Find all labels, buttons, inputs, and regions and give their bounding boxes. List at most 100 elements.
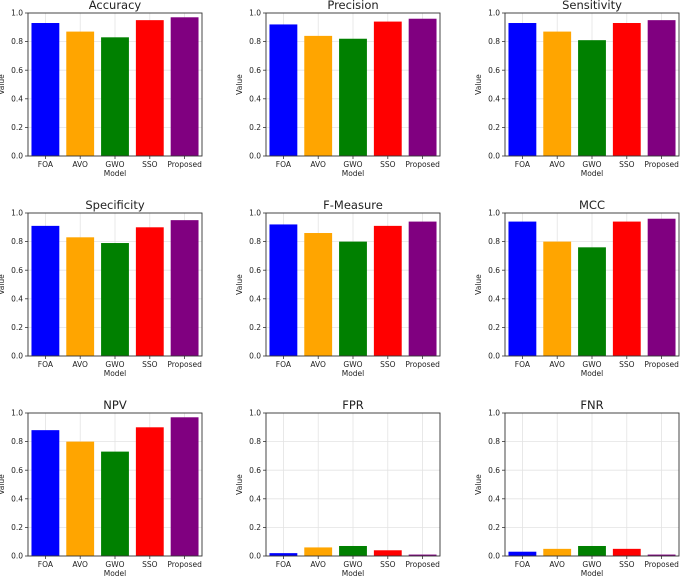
y-axis-label: Value	[0, 274, 6, 295]
x-tick-label-avo: AVO	[310, 160, 326, 169]
x-tick-label-gwo: GWO	[343, 160, 362, 169]
x-tick-label-foa: FOA	[515, 560, 531, 569]
x-tick-label-gwo: GWO	[105, 360, 124, 369]
bar-proposed	[408, 18, 437, 156]
x-tick-label-proposed: Proposed	[405, 160, 440, 169]
bar-foa	[508, 551, 537, 556]
y-tick-label: 0.2	[488, 323, 500, 332]
y-tick-label: 0.8	[488, 237, 500, 246]
y-tick-label: 0.4	[249, 94, 261, 103]
chart-fpr: FPR 0.0 0.2 0.4 0.6 0.8 1.0 FOA AVO GWO SSO Propose…	[235, 398, 441, 576]
bar-gwo	[101, 243, 129, 356]
x-tick-label-sso: SSO	[142, 360, 158, 369]
x-tick-label-avo: AVO	[72, 560, 88, 569]
x-tick-label-foa: FOA	[515, 160, 531, 169]
plot-frame	[265, 212, 441, 357]
x-tick-label-gwo: GWO	[582, 360, 601, 369]
y-tick-label: 1.0	[11, 9, 23, 18]
y-tick-label: 0.2	[249, 123, 261, 132]
bar-proposed	[647, 218, 676, 356]
x-tick-label-sso: SSO	[380, 160, 396, 169]
bar-avo	[66, 441, 95, 556]
y-tick-label: 0.8	[488, 37, 500, 46]
bar-avo	[543, 241, 572, 356]
chart-title-precision: Precision	[327, 0, 378, 12]
bar-gwo	[578, 247, 606, 356]
x-axis-label: Model	[581, 369, 604, 378]
x-tick-label-foa: FOA	[276, 560, 292, 569]
bar-gwo	[578, 40, 606, 156]
x-tick-label-sso: SSO	[619, 160, 635, 169]
bar-foa	[31, 430, 60, 556]
bar-sso	[135, 20, 164, 157]
y-tick-label: 1.0	[488, 9, 500, 18]
y-tick-label: 1.0	[488, 209, 500, 218]
bar-foa	[31, 225, 60, 356]
x-tick-label-sso: SSO	[142, 560, 158, 569]
chart-title-npv: NPV	[103, 398, 127, 412]
y-tick-label: 0.8	[488, 437, 500, 446]
x-tick-label-proposed: Proposed	[405, 360, 440, 369]
y-tick-label: 0.4	[488, 94, 500, 103]
bar-sso	[612, 23, 641, 157]
x-tick-label-foa: FOA	[276, 160, 292, 169]
chart-title-sensitivity: Sensitivity	[562, 0, 622, 12]
y-tick-label: 0.0	[11, 152, 23, 161]
bar-proposed	[647, 554, 676, 556]
chart-title-fnr: FNR	[580, 398, 603, 412]
plot-frame	[504, 12, 680, 157]
y-axis-label: Value	[235, 474, 244, 495]
y-tick-label: 0.2	[11, 323, 23, 332]
bar-gwo	[578, 545, 606, 556]
bar-proposed	[647, 20, 676, 157]
x-tick-label-proposed: Proposed	[644, 160, 679, 169]
y-tick-label: 1.0	[488, 409, 500, 418]
x-tick-label-foa: FOA	[276, 360, 292, 369]
y-tick-label: 0.6	[11, 266, 23, 275]
x-axis-label: Model	[342, 569, 365, 576]
x-tick-label-sso: SSO	[619, 360, 635, 369]
x-tick-label-gwo: GWO	[343, 560, 362, 569]
y-tick-label: 0.4	[488, 294, 500, 303]
x-tick-label-proposed: Proposed	[167, 360, 202, 369]
chart-fnr: FNR 0.0 0.2 0.4 0.6 0.8 1.0 FOA AVO GWO SSO Propose…	[474, 398, 680, 576]
plot-frame	[504, 212, 680, 357]
plot-frame	[265, 412, 441, 557]
bar-proposed	[408, 221, 437, 356]
x-tick-label-avo: AVO	[310, 360, 326, 369]
x-tick-label-avo: AVO	[549, 360, 565, 369]
y-tick-label: 0.6	[249, 466, 261, 475]
y-tick-label: 1.0	[249, 209, 261, 218]
y-tick-label: 0.6	[249, 266, 261, 275]
bar-sso	[373, 550, 402, 556]
chart-precision: Precision 0.0 0.2 0.4 0.6 0.8 1.0 FOA AVO GWO SSO P…	[235, 0, 441, 178]
bar-foa	[31, 23, 60, 157]
bar-gwo	[101, 451, 129, 556]
x-tick-label-proposed: Proposed	[405, 560, 440, 569]
plot-frame	[27, 12, 203, 157]
y-tick-label: 0.0	[249, 152, 261, 161]
x-axis-label: Model	[581, 169, 604, 178]
plot-frame	[27, 412, 203, 557]
y-tick-label: 0.0	[11, 552, 23, 561]
y-tick-label: 0.6	[11, 66, 23, 75]
chart-specificity: Specificity 0.0 0.2 0.4 0.6 0.8 1.0 FOA AVO GWO SS…	[0, 198, 203, 378]
plot-frame	[27, 212, 203, 357]
y-tick-label: 0.4	[249, 494, 261, 503]
x-axis-label: Model	[104, 369, 127, 378]
y-tick-label: 0.8	[11, 237, 23, 246]
y-tick-label: 0.0	[488, 152, 500, 161]
bar-foa	[269, 24, 298, 156]
bar-foa	[508, 23, 537, 157]
y-tick-label: 0.0	[249, 552, 261, 561]
bar-avo	[66, 31, 95, 157]
x-tick-label-gwo: GWO	[582, 160, 601, 169]
bar-foa	[269, 553, 298, 556]
y-tick-label: 0.2	[488, 123, 500, 132]
y-tick-label: 0.2	[249, 523, 261, 532]
x-tick-label-gwo: GWO	[582, 560, 601, 569]
x-axis-label: Model	[104, 169, 127, 178]
x-tick-label-proposed: Proposed	[644, 360, 679, 369]
y-tick-label: 0.4	[11, 294, 23, 303]
